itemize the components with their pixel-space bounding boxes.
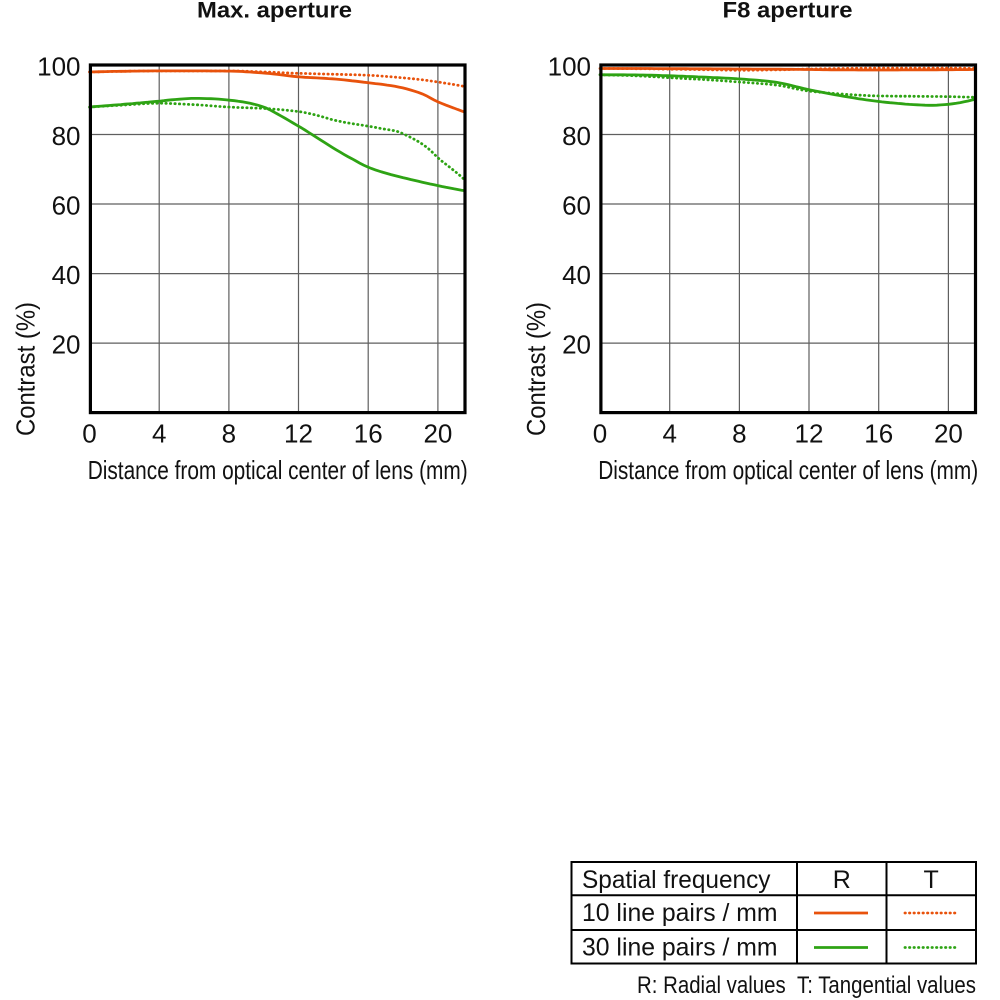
svg-text:8: 8 xyxy=(222,419,236,449)
svg-text:20: 20 xyxy=(423,419,452,449)
svg-text:12: 12 xyxy=(795,419,824,449)
svg-text:Max. aperture: Max. aperture xyxy=(197,0,352,23)
svg-text:Contrast (%): Contrast (%) xyxy=(521,302,551,436)
svg-text:0: 0 xyxy=(593,419,607,449)
svg-text:40: 40 xyxy=(52,260,81,290)
svg-text:4: 4 xyxy=(152,419,166,449)
svg-text:0: 0 xyxy=(82,419,96,449)
svg-text:16: 16 xyxy=(864,419,893,449)
svg-text:4: 4 xyxy=(662,419,676,449)
svg-text:80: 80 xyxy=(562,121,591,151)
svg-text:30 line pairs / mm: 30 line pairs / mm xyxy=(582,934,778,962)
svg-text:R: Radial values T: Tangentia: R: Radial values T: Tangential values xyxy=(637,972,976,999)
svg-text:60: 60 xyxy=(52,190,81,220)
svg-text:Distance from optical center o: Distance from optical center of lens (mm… xyxy=(598,455,978,485)
svg-text:20: 20 xyxy=(934,419,963,449)
svg-text:80: 80 xyxy=(52,121,81,151)
svg-text:T: T xyxy=(924,866,939,894)
svg-text:40: 40 xyxy=(562,260,591,290)
svg-text:12: 12 xyxy=(284,419,313,449)
svg-text:8: 8 xyxy=(732,419,746,449)
svg-text:100: 100 xyxy=(548,51,591,81)
svg-text:20: 20 xyxy=(52,329,81,359)
svg-text:60: 60 xyxy=(562,190,591,220)
svg-text:F8 aperture: F8 aperture xyxy=(723,0,853,23)
svg-text:16: 16 xyxy=(354,419,383,449)
svg-text:10 line pairs / mm: 10 line pairs / mm xyxy=(582,899,778,927)
svg-text:100: 100 xyxy=(37,51,80,81)
svg-text:Spatial frequency: Spatial frequency xyxy=(582,866,771,894)
svg-text:20: 20 xyxy=(562,329,591,359)
svg-text:Distance from optical center o: Distance from optical center of lens (mm… xyxy=(88,455,468,485)
svg-text:R: R xyxy=(833,866,851,894)
svg-text:Contrast (%): Contrast (%) xyxy=(11,302,41,436)
